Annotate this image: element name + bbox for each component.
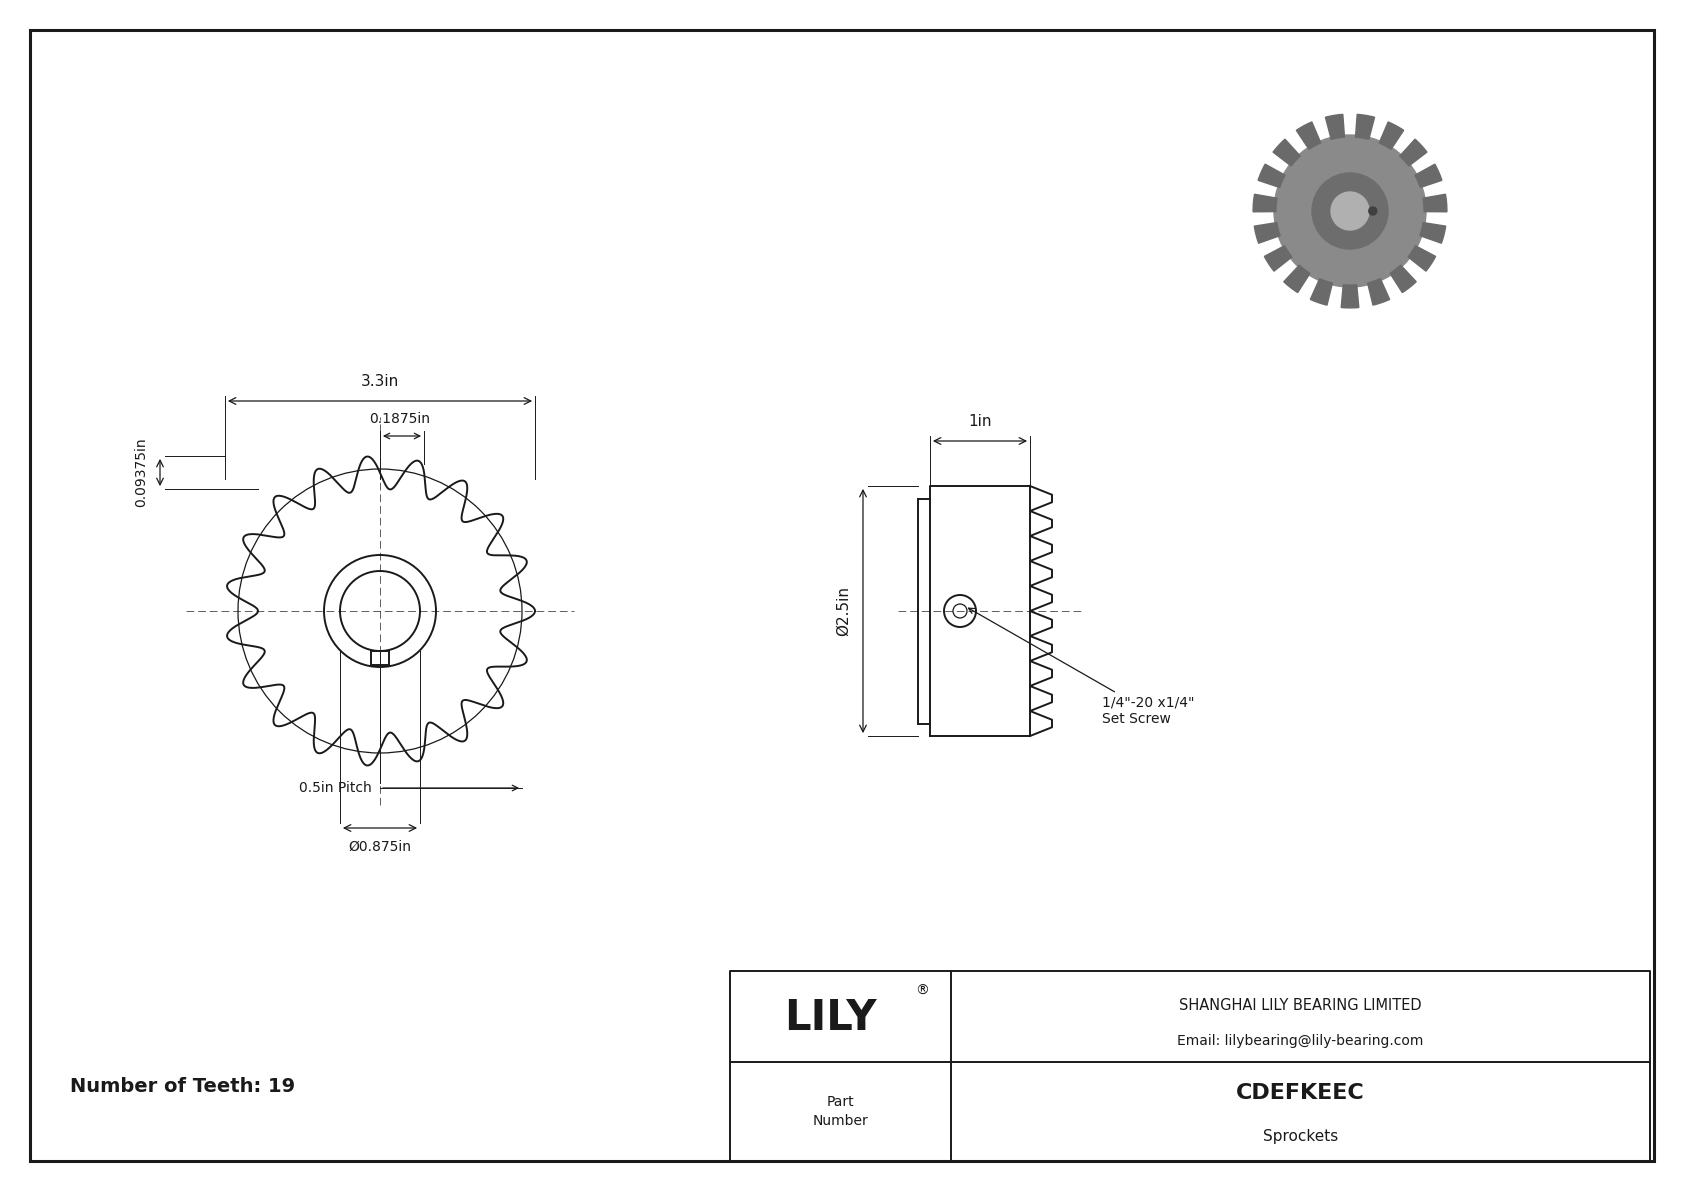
Polygon shape bbox=[1253, 194, 1276, 212]
Polygon shape bbox=[1399, 139, 1426, 166]
Bar bbox=[370, 651, 389, 665]
Polygon shape bbox=[1408, 245, 1435, 272]
Polygon shape bbox=[1273, 139, 1300, 166]
Polygon shape bbox=[1297, 121, 1320, 149]
Polygon shape bbox=[1258, 164, 1285, 187]
Text: 0.09375in: 0.09375in bbox=[135, 437, 148, 507]
Text: SHANGHAI LILY BEARING LIMITED: SHANGHAI LILY BEARING LIMITED bbox=[1179, 998, 1421, 1012]
Polygon shape bbox=[1415, 164, 1442, 187]
Polygon shape bbox=[1325, 114, 1344, 139]
Polygon shape bbox=[1310, 279, 1332, 305]
Text: Sprockets: Sprockets bbox=[1263, 1129, 1339, 1143]
Polygon shape bbox=[1340, 285, 1359, 308]
Text: CDEFKEEC: CDEFKEEC bbox=[1236, 1083, 1364, 1103]
Text: 0.5in Pitch: 0.5in Pitch bbox=[300, 781, 372, 796]
Text: Number of Teeth: 19: Number of Teeth: 19 bbox=[71, 1077, 295, 1096]
Text: 1in: 1in bbox=[968, 414, 992, 429]
Text: 3.3in: 3.3in bbox=[360, 374, 399, 389]
Polygon shape bbox=[1265, 245, 1292, 272]
Circle shape bbox=[1275, 135, 1426, 287]
Polygon shape bbox=[1283, 266, 1310, 293]
Polygon shape bbox=[1367, 279, 1389, 305]
Circle shape bbox=[1312, 173, 1388, 249]
Text: 1/4"-20 x1/4"
Set Screw: 1/4"-20 x1/4" Set Screw bbox=[968, 609, 1194, 727]
Text: LILY: LILY bbox=[785, 998, 877, 1040]
Text: Part
Number: Part Number bbox=[812, 1096, 869, 1128]
Polygon shape bbox=[1255, 223, 1280, 243]
Circle shape bbox=[1330, 192, 1369, 230]
Text: Email: lilybearing@lily-bearing.com: Email: lilybearing@lily-bearing.com bbox=[1177, 1034, 1423, 1048]
Text: 0.1875in: 0.1875in bbox=[369, 412, 431, 426]
Polygon shape bbox=[1379, 121, 1404, 149]
Text: Ø2.5in: Ø2.5in bbox=[835, 586, 850, 636]
Circle shape bbox=[1369, 207, 1378, 216]
Text: ®: ® bbox=[914, 984, 930, 998]
Text: Ø0.875in: Ø0.875in bbox=[349, 840, 411, 854]
Polygon shape bbox=[1389, 266, 1416, 293]
Polygon shape bbox=[1420, 223, 1445, 243]
Polygon shape bbox=[1423, 194, 1447, 212]
Polygon shape bbox=[1356, 114, 1374, 139]
